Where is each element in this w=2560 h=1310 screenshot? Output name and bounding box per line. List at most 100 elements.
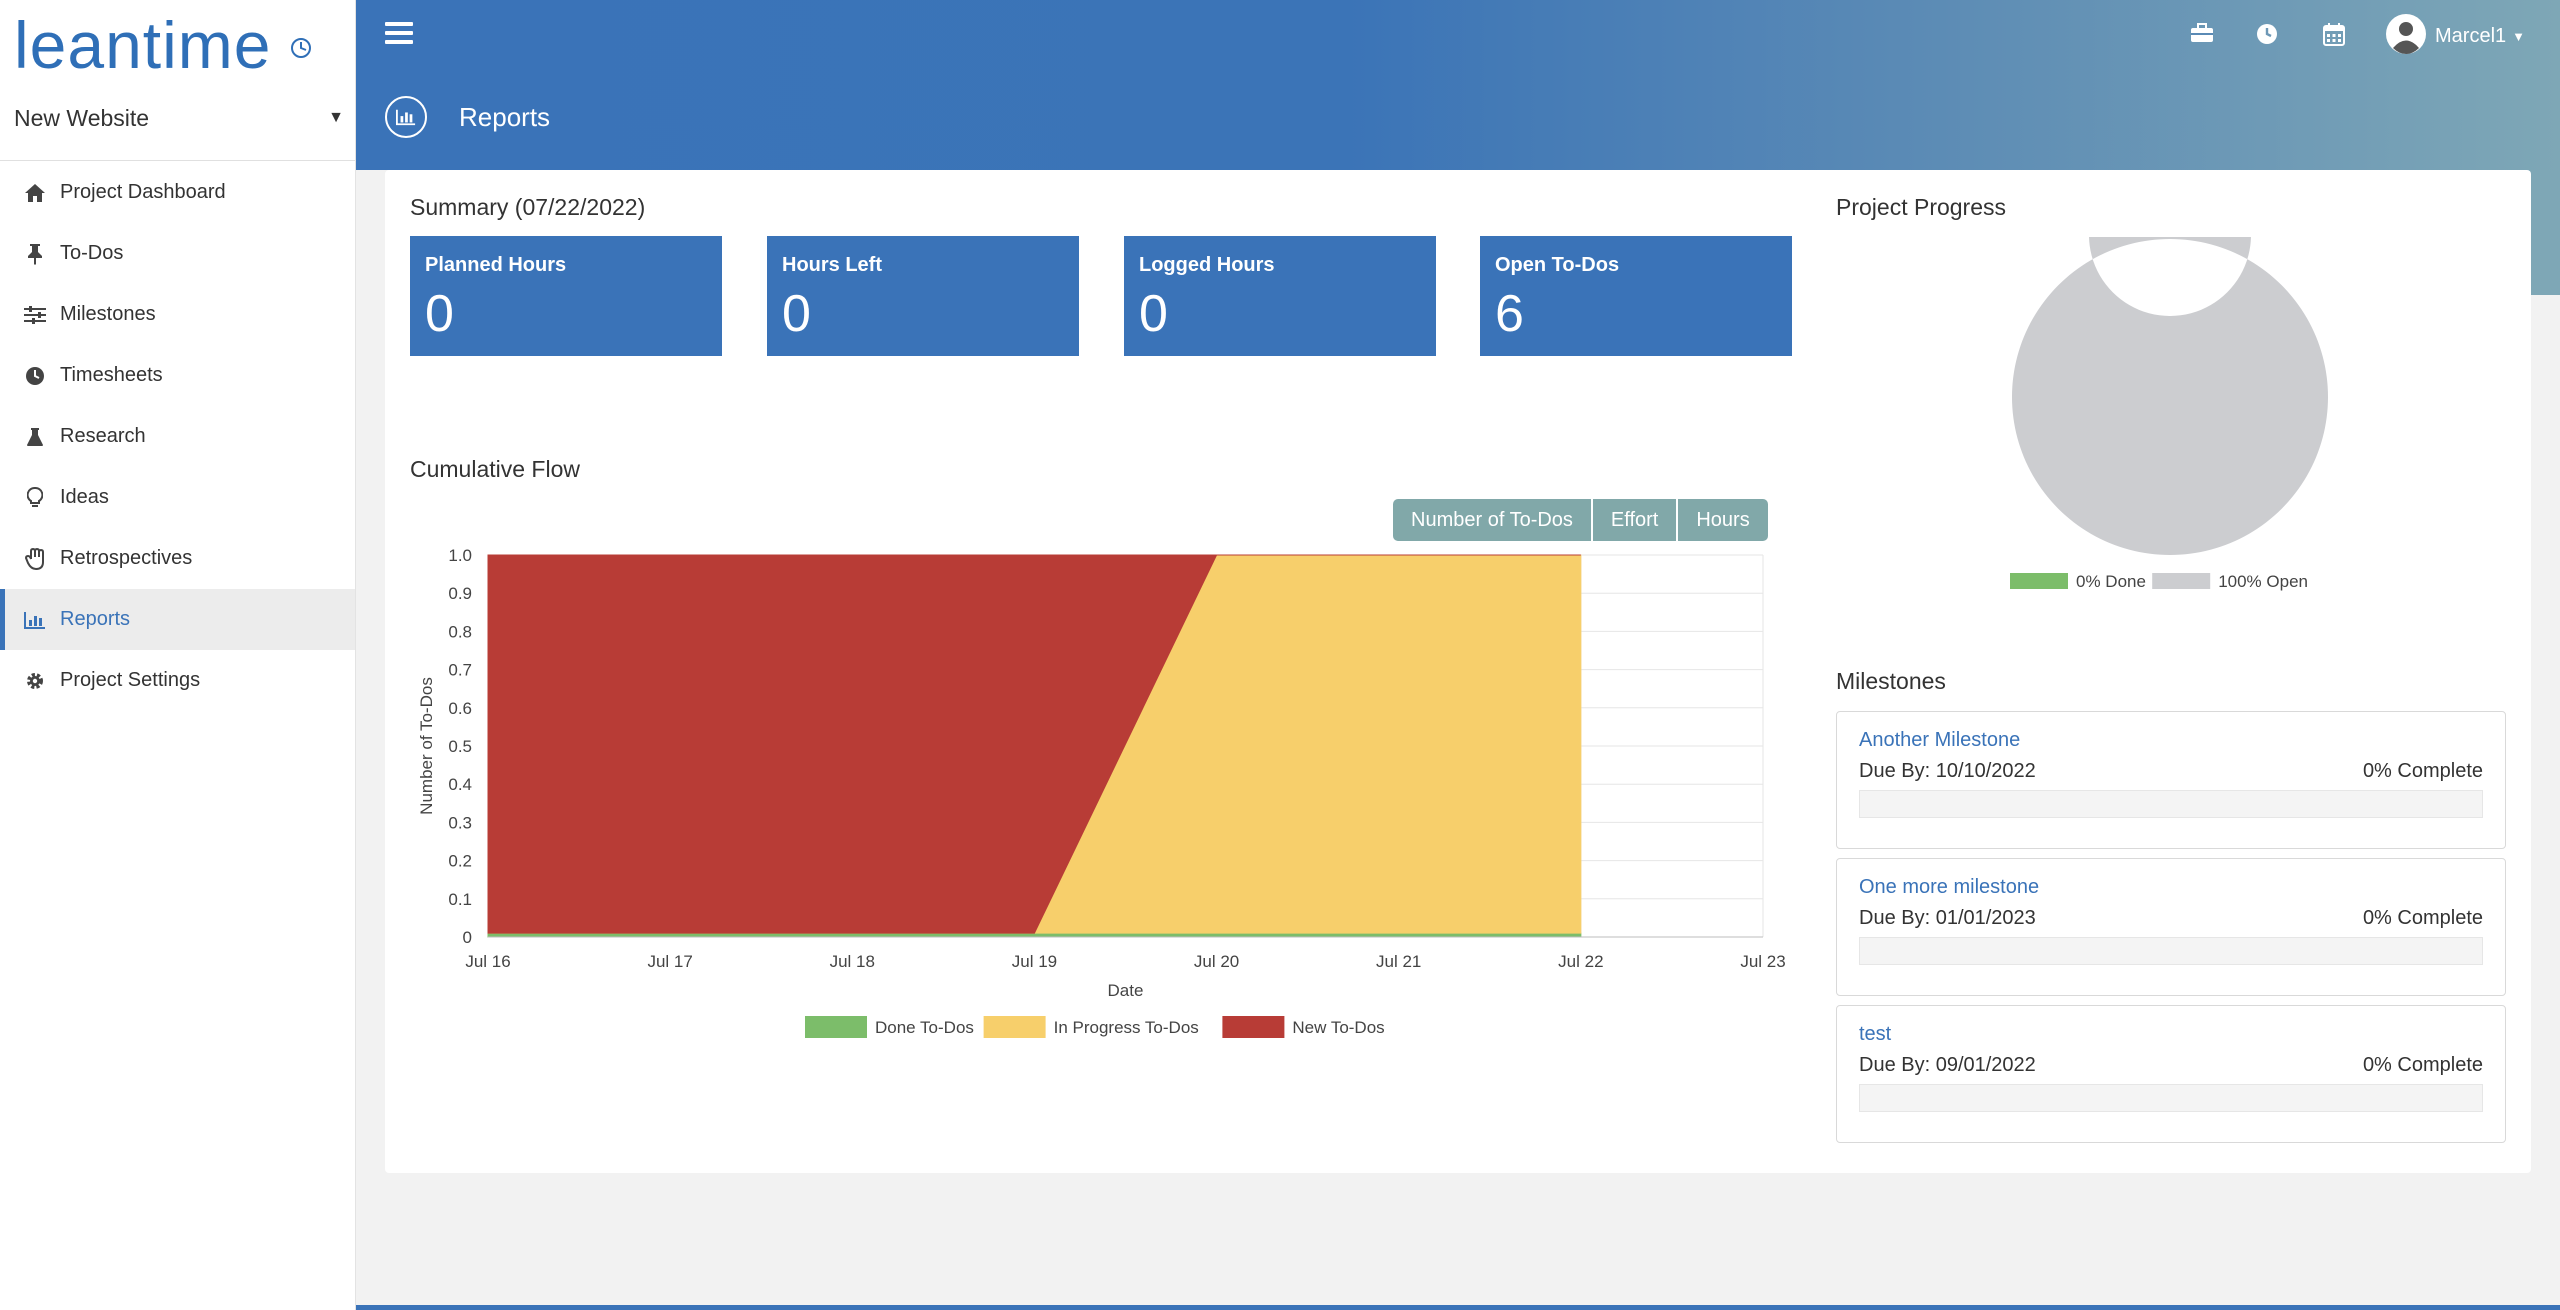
y-tick-label: 0.5 — [448, 737, 472, 756]
lightbulb-icon — [24, 486, 46, 509]
stat-planned-hours: Planned Hours 0 — [410, 236, 722, 356]
legend-label: Done To-Dos — [875, 1018, 974, 1037]
sidebar-item-timesheets[interactable]: Timesheets — [0, 345, 355, 406]
sidebar-item-project-dashboard[interactable]: Project Dashboard — [0, 162, 355, 223]
sidebar-item-label: Project Settings — [60, 669, 201, 691]
stat-open-todos: Open To-Dos 6 — [1480, 236, 1792, 356]
home-icon — [24, 182, 46, 204]
leantime-logo[interactable]: leantime — [14, 4, 314, 80]
project-selector[interactable]: New Website ▼ — [14, 100, 344, 136]
milestone-progress-bar — [1859, 1084, 2483, 1112]
bottom-edge — [356, 1305, 2560, 1310]
y-tick-label: 0.8 — [448, 622, 472, 641]
sidebar-item-label: Ideas — [60, 486, 109, 508]
page-title: Reports — [459, 102, 551, 132]
y-tick-label: 0.7 — [448, 661, 472, 680]
y-tick-label: 0.9 — [448, 584, 472, 603]
sidebar-nav: Project Dashboard To-Dos Milestones Time… — [0, 162, 355, 711]
sidebar-item-label: Milestones — [60, 303, 156, 325]
gear-icon — [24, 670, 46, 692]
y-tick-label: 0.6 — [448, 699, 472, 718]
bar-chart-icon — [24, 609, 46, 631]
summary-title: Summary (07/22/2022) — [410, 194, 646, 220]
project-name: New Website — [14, 104, 150, 131]
x-tick-label: Jul 18 — [830, 952, 875, 971]
y-tick-label: 0.4 — [448, 775, 472, 794]
x-tick-label: Jul 23 — [1740, 952, 1785, 971]
hand-icon — [24, 547, 46, 570]
legend-label: 100% Open — [2218, 572, 2308, 591]
legend-swatch — [983, 1016, 1046, 1038]
avatar — [2385, 13, 2427, 60]
stat-label: Planned Hours — [425, 254, 567, 276]
toggle-number-of-todos[interactable]: Number of To-Dos — [1393, 499, 1591, 541]
sidebar-divider — [0, 160, 355, 161]
stat-label: Open To-Dos — [1495, 254, 1620, 276]
chevron-down-icon: ▼ — [2512, 28, 2526, 44]
milestone-progress-bar — [1859, 790, 2483, 818]
y-axis-title: Number of To-Dos — [417, 677, 436, 815]
toggle-hours[interactable]: Hours — [1678, 499, 1768, 541]
milestone-due-date: Due By: 09/01/2022 — [1859, 1054, 2036, 1076]
sidebar-item-project-settings[interactable]: Project Settings — [0, 650, 355, 711]
sidebar-item-label: Retrospectives — [60, 547, 193, 569]
clock-icon[interactable] — [2255, 22, 2279, 46]
stat-hours-left: Hours Left 0 — [767, 236, 1079, 356]
x-tick-label: Jul 21 — [1376, 952, 1421, 971]
y-tick-label: 0.1 — [448, 890, 472, 909]
x-tick-label: Jul 22 — [1558, 952, 1603, 971]
milestone-title-link[interactable]: test — [1859, 1023, 1892, 1045]
sidebar-item-label: Reports — [60, 608, 131, 630]
flask-icon — [24, 426, 46, 448]
milestone-progress-bar — [1859, 937, 2483, 965]
briefcase-icon[interactable] — [2190, 22, 2214, 46]
toggle-effort[interactable]: Effort — [1592, 499, 1677, 541]
milestone-percent-complete: 0% Complete — [2362, 1054, 2483, 1076]
legend-label: New To-Dos — [1292, 1018, 1384, 1037]
legend-label: 0% Done — [2076, 572, 2146, 591]
sidebar-item-ideas[interactable]: Ideas — [0, 467, 355, 528]
legend-swatch — [2152, 573, 2211, 589]
sidebar-item-label: Research — [60, 425, 146, 447]
milestone-title-link[interactable]: Another Milestone — [1859, 729, 2021, 751]
milestone-title-link[interactable]: One more milestone — [1859, 876, 2040, 898]
sidebar-item-label: Project Dashboard — [60, 181, 226, 203]
sidebar-item-retrospectives[interactable]: Retrospectives — [0, 528, 355, 589]
menu-toggle-button[interactable] — [385, 22, 413, 46]
sidebar-item-label: To-Dos — [60, 242, 124, 264]
sidebar-item-research[interactable]: Research — [0, 406, 355, 467]
milestone-card: Another Milestone Due By: 10/10/2022 0% … — [1836, 711, 2506, 849]
cumulative-flow-title: Cumulative Flow — [410, 456, 580, 482]
legend-swatch — [1222, 1016, 1285, 1038]
chevron-down-icon: ▼ — [328, 109, 344, 126]
milestone-card: test Due By: 09/01/2022 0% Complete — [1836, 1005, 2506, 1143]
clock-icon — [24, 365, 46, 387]
x-tick-label: Jul 19 — [1012, 952, 1057, 971]
y-tick-label: 0.2 — [448, 852, 472, 871]
page-icon — [385, 96, 427, 138]
project-progress-title: Project Progress — [1836, 194, 2007, 220]
stat-value: 0 — [425, 285, 454, 343]
calendar-icon[interactable] — [2323, 22, 2347, 46]
milestones-title: Milestones — [1836, 668, 1946, 694]
x-axis-title: Date — [1108, 981, 1144, 1000]
milestone-due-date: Due By: 10/10/2022 — [1859, 760, 2036, 782]
donut-slice — [2012, 237, 2328, 555]
sidebar-item-milestones[interactable]: Milestones — [0, 284, 355, 345]
sidebar-item-todos[interactable]: To-Dos — [0, 223, 355, 284]
y-tick-label: 0.3 — [448, 813, 472, 832]
x-tick-label: Jul 20 — [1194, 952, 1239, 971]
y-tick-label: 0 — [463, 928, 472, 947]
user-name: Marcel1 — [2435, 24, 2507, 47]
thumbtack-icon — [24, 243, 46, 265]
milestone-card: One more milestone Due By: 01/01/2023 0%… — [1836, 858, 2506, 996]
x-tick-label: Jul 16 — [465, 952, 510, 971]
cumulative-flow-chart: 0 0.1 0.2 0.3 0.4 0.5 0.6 0.7 0.8 0.9 1.0 Jul 16 Jul… — [417, 546, 1786, 1038]
user-menu[interactable]: Marcel1 ▼ — [2385, 13, 2526, 60]
top-header — [356, 0, 2560, 170]
logo-text: leantime — [14, 8, 271, 80]
project-progress-donut: 0% Done 100% Open — [2010, 237, 2328, 591]
stat-label: Hours Left — [782, 254, 882, 276]
area-series-new-to-dos — [487, 554, 1581, 934]
sidebar-item-reports[interactable]: Reports — [0, 589, 355, 650]
